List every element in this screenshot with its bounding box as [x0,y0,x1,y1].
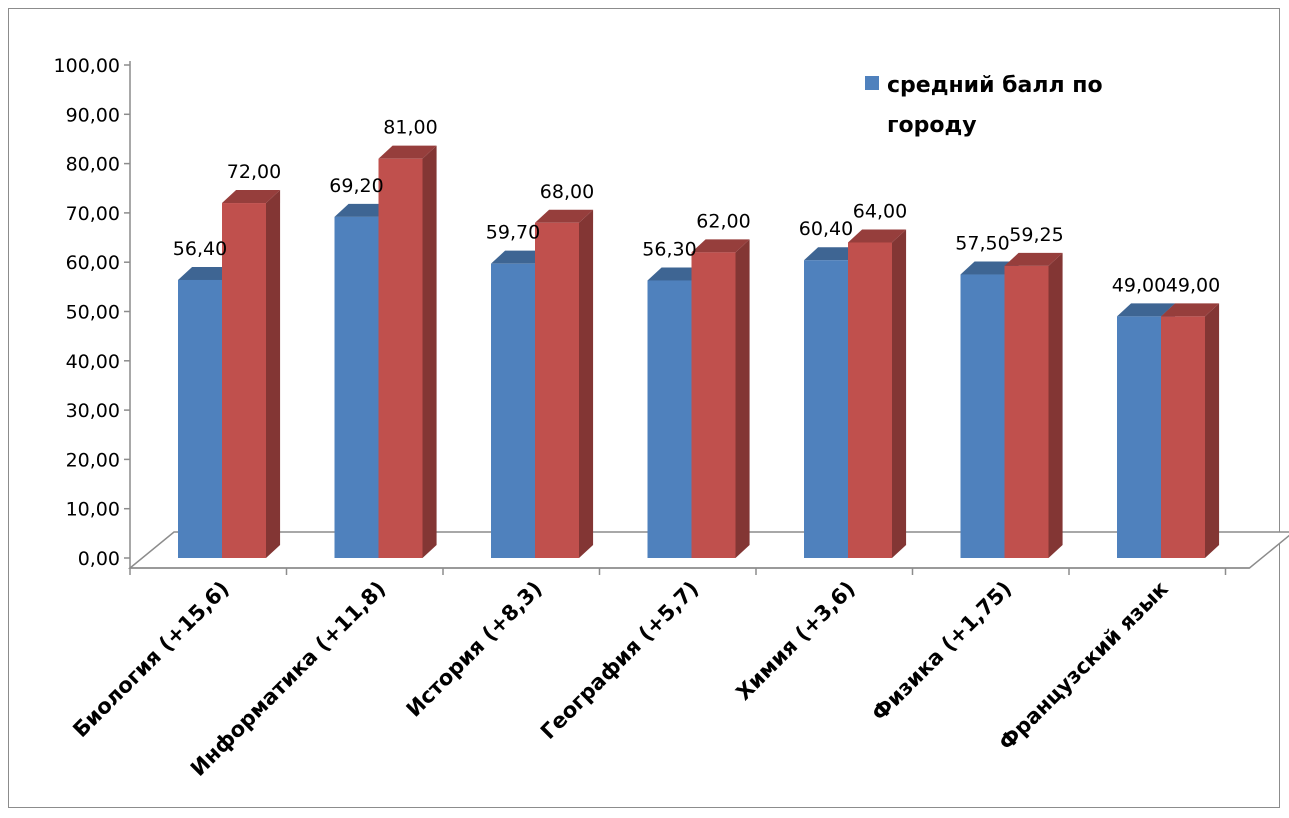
x-category-label: Французский язык [994,577,1172,755]
bar-front [491,263,535,558]
bar-top [848,229,907,243]
bar-top [378,145,437,159]
data-label-2-6: 59,25 [1009,224,1063,246]
x-category-label: Биология (+15,6) [68,577,233,742]
bar-front [848,242,892,559]
bar-2-6 [1004,252,1063,558]
y-tick-label: 60,00 [66,252,120,274]
bar-2-1 [222,190,281,559]
data-label-2-3: 68,00 [540,181,594,203]
bar-front [1161,316,1205,558]
data-label-1-5: 60,40 [799,218,853,240]
bar-2-5 [848,229,907,559]
bar-top [491,250,550,264]
data-label-2-2: 81,00 [383,117,437,139]
legend-label-line-1: средний балл по [887,73,1103,98]
bar-top [535,209,594,223]
data-label-2-4: 62,00 [696,210,750,232]
data-label-2-7: 49,00 [1166,274,1220,296]
data-label-2-1: 72,00 [227,161,281,183]
bar-top [1004,252,1063,266]
x-category-label: Химия (+3,6) [731,577,859,705]
x-axis: Биология (+15,6)Информатика (+11,8) Истор… [68,567,1250,781]
data-label-2-5: 64,00 [853,200,907,222]
bar-side [735,239,750,558]
legend: средний балл по городу [865,73,1103,138]
y-tick-label: 80,00 [66,154,120,176]
bar-front [804,260,848,558]
bar-side [266,190,281,559]
bar-front [334,216,379,558]
bar-top [334,203,393,217]
bar-side [422,145,437,559]
bar-front [222,203,266,559]
data-label-1-4: 56,30 [642,238,696,260]
bar-side [1048,252,1063,558]
data-label-1-7: 49,00 [1112,274,1166,296]
data-label-1-1: 56,40 [173,238,227,260]
y-tick-label: 100,00 [54,55,120,77]
bar-2-7 [1161,303,1220,558]
bar-2-4 [691,239,750,558]
bar-front [378,158,423,559]
bar-top [647,267,706,281]
bar-2-3 [535,209,594,558]
bar-front [178,279,222,558]
bar-top [1161,303,1220,317]
y-tick-label: 0,00 [78,548,120,570]
y-tick-label: 10,00 [66,499,120,521]
x-category-label: История (+8,3) [402,577,547,722]
y-tick-label: 50,00 [66,302,120,324]
bar-side [892,229,907,559]
bar-front [960,274,1005,558]
bar-top [1117,303,1176,317]
bar-front [647,280,692,558]
data-label-1-6: 57,50 [955,233,1009,255]
data-label-1-3: 59,70 [486,222,540,244]
y-tick-label: 70,00 [66,203,120,225]
bar-top [222,190,281,204]
legend-swatch-series-1 [865,76,879,90]
bar-top [960,261,1019,275]
y-tick-label: 90,00 [66,104,120,126]
bar-front [1004,265,1049,558]
data-label-1-2: 69,20 [329,175,383,197]
bar-2-2 [378,145,437,559]
bar-top [178,266,237,280]
x-category-label: Физика (+1,75) [867,577,1016,726]
y-tick-label: 20,00 [66,449,120,471]
legend-label-line-2: городу [887,113,977,138]
bar-front [1117,316,1161,558]
bar-top [691,239,750,253]
y-tick-label: 40,00 [66,351,120,373]
bars [178,145,1220,559]
bar-top [804,247,863,261]
bar-side [579,209,594,558]
x-category-label: География (+5,7) [536,577,703,744]
y-axis: 0,00 10,00 20,00 30,00 40,00 50,00 60,00 70,00 8… [54,55,131,570]
bar-front [535,222,579,558]
bar-front [691,252,736,558]
bar-side [1205,303,1220,558]
y-tick-label: 30,00 [66,400,120,422]
